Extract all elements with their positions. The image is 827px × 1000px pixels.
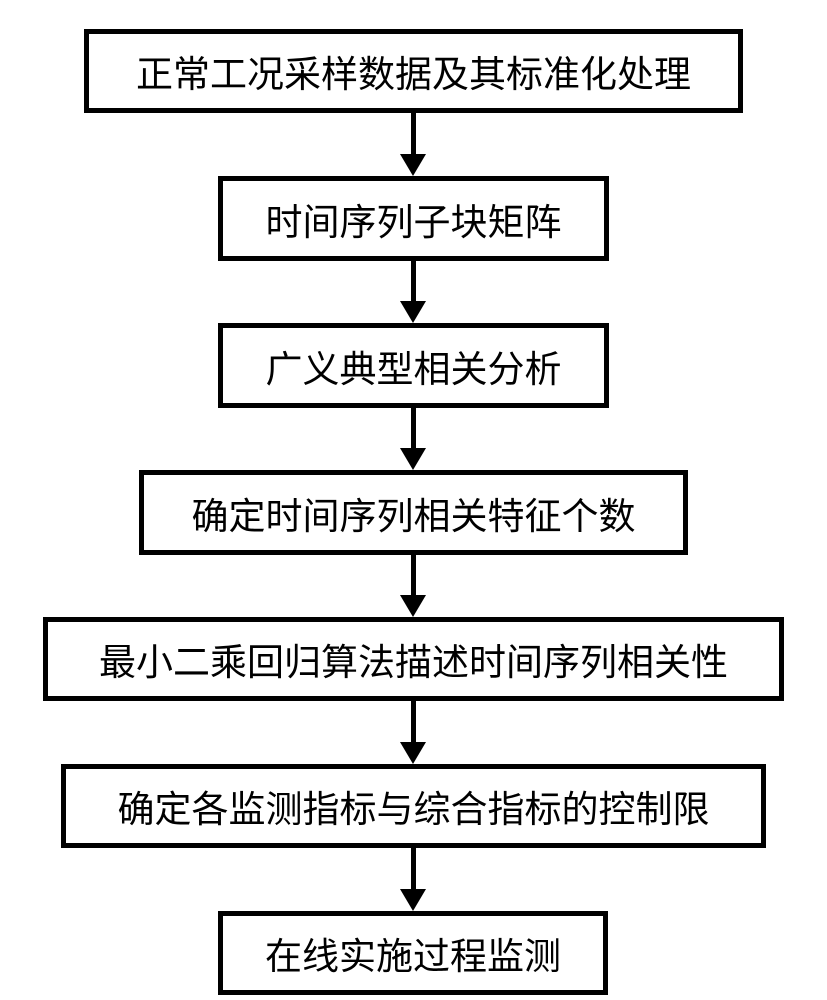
flow-edge-4-line bbox=[411, 555, 416, 595]
flow-node-2-label: 时间序列子块矩阵 bbox=[266, 192, 562, 246]
flow-edge-6-head bbox=[400, 889, 426, 911]
flow-edge-5-head bbox=[400, 742, 426, 764]
flow-edge-5-line bbox=[411, 701, 416, 742]
flow-node-7: 在线实施过程监测 bbox=[218, 911, 608, 995]
flow-edge-3-head bbox=[400, 448, 426, 470]
flow-node-4-label: 确定时间序列相关特征个数 bbox=[192, 486, 636, 540]
flow-node-3-label: 广义典型相关分析 bbox=[266, 339, 562, 393]
flow-node-7-label: 在线实施过程监测 bbox=[265, 926, 561, 980]
flow-node-6-label: 确定各监测指标与综合指标的控制限 bbox=[118, 779, 710, 833]
flow-node-6: 确定各监测指标与综合指标的控制限 bbox=[61, 764, 766, 848]
flow-edge-4-head bbox=[400, 595, 426, 617]
flow-node-4: 确定时间序列相关特征个数 bbox=[139, 470, 688, 555]
flow-edge-2-head bbox=[400, 301, 426, 323]
flow-edge-1-line bbox=[411, 113, 416, 154]
flow-edge-1-head bbox=[400, 154, 426, 176]
flow-node-3: 广义典型相关分析 bbox=[218, 323, 609, 408]
flow-node-1: 正常工况采样数据及其标准化处理 bbox=[84, 29, 743, 113]
flow-edge-3-line bbox=[411, 408, 416, 448]
flow-edge-6-line bbox=[411, 848, 416, 889]
flow-node-2: 时间序列子块矩阵 bbox=[218, 176, 609, 261]
flow-node-5: 最小二乘回归算法描述时间序列相关性 bbox=[43, 617, 784, 701]
flow-edge-2-line bbox=[411, 261, 416, 301]
flow-node-5-label: 最小二乘回归算法描述时间序列相关性 bbox=[99, 632, 728, 686]
flow-node-1-label: 正常工况采样数据及其标准化处理 bbox=[136, 44, 691, 98]
flowchart-canvas: 正常工况采样数据及其标准化处理 时间序列子块矩阵 广义典型相关分析 确定时间序列… bbox=[0, 0, 827, 1000]
